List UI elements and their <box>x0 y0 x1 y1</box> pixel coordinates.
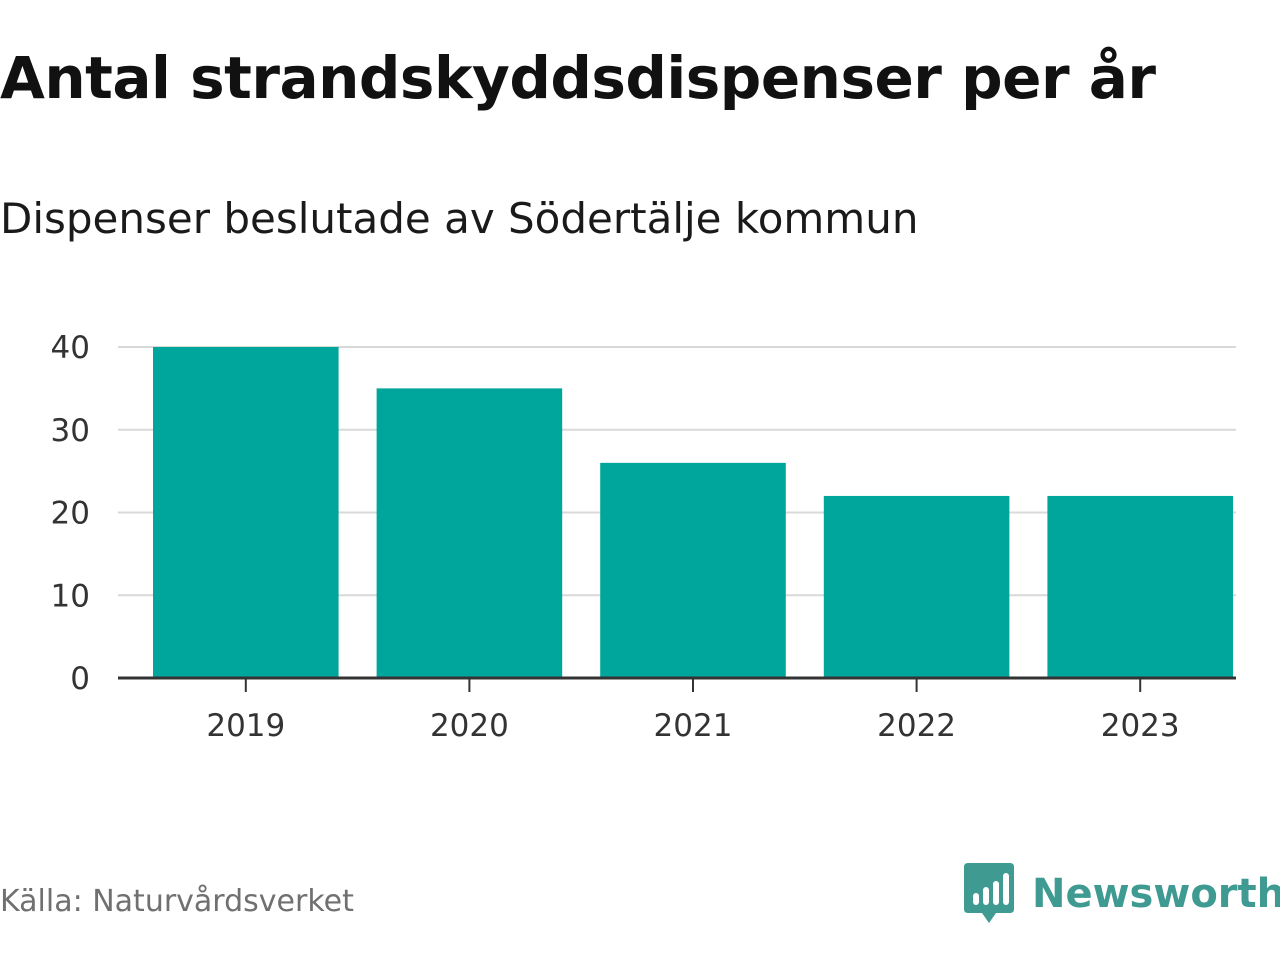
chart-title: Antal strandskyddsdispenser per år <box>0 44 1156 112</box>
brand-name: Newsworthy <box>1032 871 1280 917</box>
bars <box>153 347 1233 678</box>
bar-chart: 0 10 20 30 40 2019 2020 2021 2022 2023 <box>51 330 1236 744</box>
y-tick-label: 40 <box>51 330 90 366</box>
x-tick-label: 2019 <box>206 708 285 744</box>
y-tick-label: 20 <box>51 496 90 532</box>
x-tick-label: 2022 <box>877 708 956 744</box>
x-tick-label: 2023 <box>1101 708 1180 744</box>
y-tick-label: 30 <box>51 413 90 449</box>
bar-chart-speech-bubble-icon <box>964 863 1014 923</box>
y-tick-label: 10 <box>51 578 90 614</box>
bar-2021 <box>600 462 786 678</box>
bar-2022 <box>823 495 1010 678</box>
chart-subtitle: Dispenser beslutade av Södertälje kommun <box>0 194 919 243</box>
bar-2019 <box>153 347 339 678</box>
axes: 0 10 20 30 40 2019 2020 2021 2022 2023 <box>51 330 1236 744</box>
x-tick-label: 2020 <box>430 708 509 744</box>
y-tick-label: 0 <box>70 661 90 697</box>
brand-logo[interactable]: Newsworthy <box>964 862 1280 926</box>
bar-2020 <box>376 388 563 678</box>
bar-2023 <box>1047 495 1233 678</box>
source-note: Källa: Naturvårdsverket <box>0 884 354 919</box>
x-tick-label: 2021 <box>654 708 733 744</box>
